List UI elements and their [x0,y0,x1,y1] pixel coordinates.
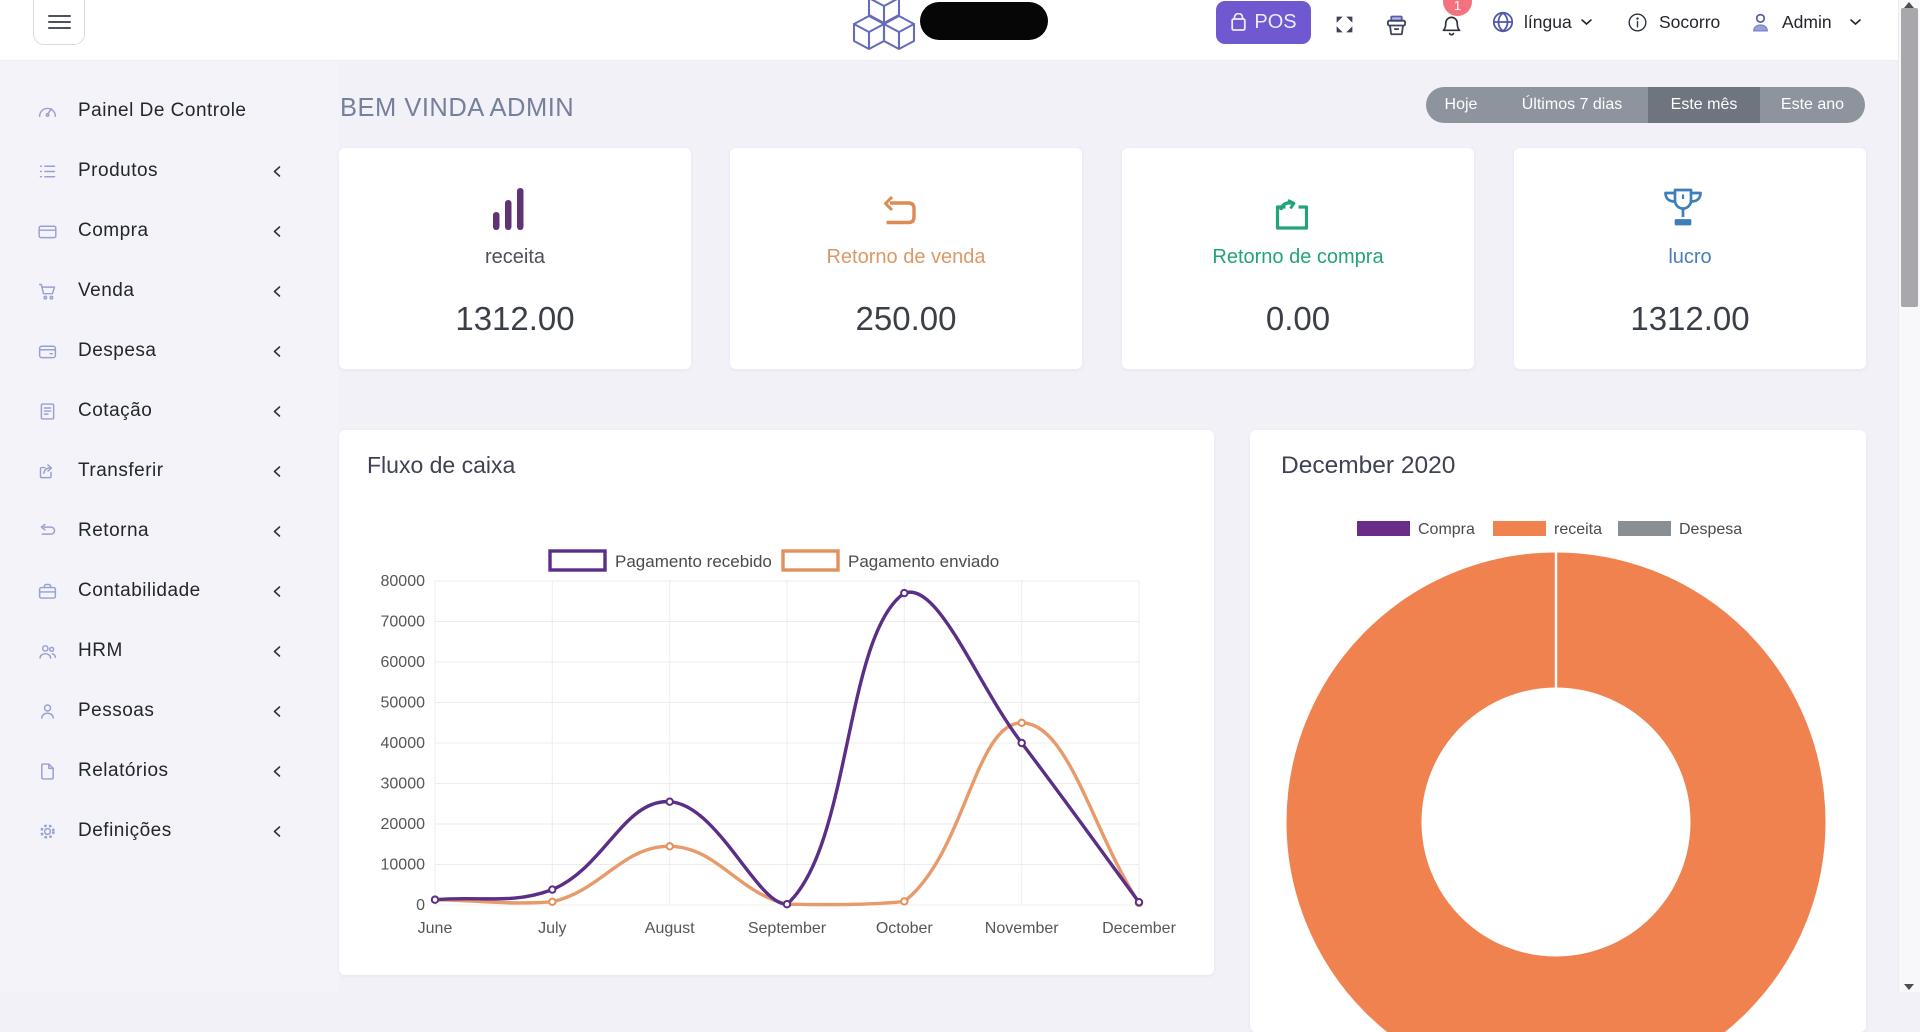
svg-text:August: August [645,920,695,937]
svg-text:50000: 50000 [381,695,426,712]
svg-text:60000: 60000 [381,654,426,671]
svg-text:40000: 40000 [381,735,426,752]
svg-text:Despesa: Despesa [1679,521,1742,538]
svg-text:receita: receita [1554,521,1602,538]
svg-text:October: October [876,920,934,937]
svg-text:July: July [538,920,566,937]
svg-text:30000: 30000 [381,776,426,793]
svg-text:80000: 80000 [381,573,426,590]
svg-text:Pagamento enviado: Pagamento enviado [848,552,999,571]
svg-text:September: September [748,920,827,937]
svg-text:10000: 10000 [381,857,426,874]
svg-text:November: November [985,920,1059,937]
svg-text:December: December [1102,920,1176,937]
svg-text:Pagamento recebido: Pagamento recebido [615,552,772,571]
svg-text:Compra: Compra [1418,521,1475,538]
svg-text:June: June [418,920,453,937]
svg-text:70000: 70000 [381,614,426,631]
svg-text:20000: 20000 [381,816,426,833]
svg-text:0: 0 [416,897,425,914]
